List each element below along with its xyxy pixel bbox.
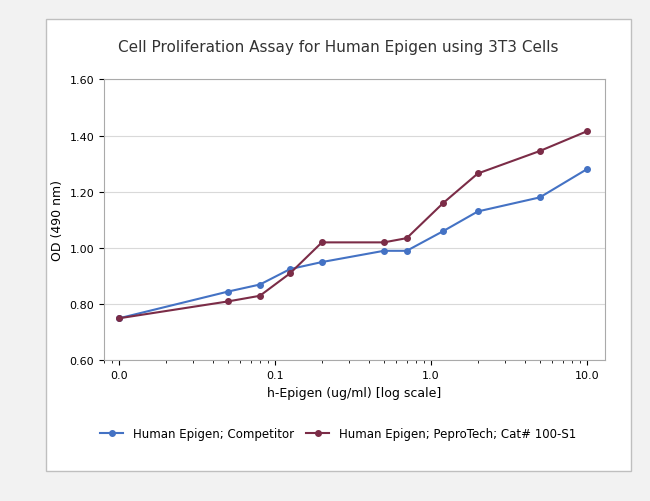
Human Epigen; Competitor <box>380 248 388 255</box>
Human Epigen; Competitor <box>286 267 294 273</box>
Y-axis label: OD (490 nm): OD (490 nm) <box>51 180 64 261</box>
Human Epigen; Competitor <box>403 248 411 255</box>
Human Epigen; Competitor <box>318 260 326 266</box>
Human Epigen; PeproTech; Cat# 100-S1 <box>583 129 591 135</box>
Human Epigen; PeproTech; Cat# 100-S1 <box>256 293 264 299</box>
Line: Human Epigen; Competitor: Human Epigen; Competitor <box>116 167 590 322</box>
Human Epigen; PeproTech; Cat# 100-S1 <box>380 240 388 246</box>
Human Epigen; PeproTech; Cat# 100-S1 <box>439 200 447 206</box>
Human Epigen; PeproTech; Cat# 100-S1 <box>318 240 326 246</box>
Human Epigen; PeproTech; Cat# 100-S1 <box>115 316 123 322</box>
Human Epigen; PeproTech; Cat# 100-S1 <box>224 299 232 305</box>
X-axis label: h-Epigen (ug/ml) [log scale]: h-Epigen (ug/ml) [log scale] <box>267 386 441 399</box>
Legend: Human Epigen; Competitor, Human Epigen; PeproTech; Cat# 100-S1: Human Epigen; Competitor, Human Epigen; … <box>95 423 581 445</box>
Line: Human Epigen; PeproTech; Cat# 100-S1: Human Epigen; PeproTech; Cat# 100-S1 <box>116 129 590 322</box>
Human Epigen; PeproTech; Cat# 100-S1 <box>403 235 411 241</box>
Human Epigen; Competitor <box>115 316 123 322</box>
Human Epigen; Competitor <box>474 209 482 215</box>
Human Epigen; PeproTech; Cat# 100-S1 <box>286 271 294 277</box>
Text: Cell Proliferation Assay for Human Epigen using 3T3 Cells: Cell Proliferation Assay for Human Epige… <box>118 40 558 55</box>
Human Epigen; Competitor <box>583 167 591 173</box>
Human Epigen; Competitor <box>439 228 447 234</box>
Human Epigen; PeproTech; Cat# 100-S1 <box>536 149 543 155</box>
Human Epigen; Competitor <box>256 282 264 288</box>
Human Epigen; Competitor <box>536 195 543 201</box>
Human Epigen; Competitor <box>224 289 232 295</box>
Human Epigen; PeproTech; Cat# 100-S1 <box>474 171 482 177</box>
